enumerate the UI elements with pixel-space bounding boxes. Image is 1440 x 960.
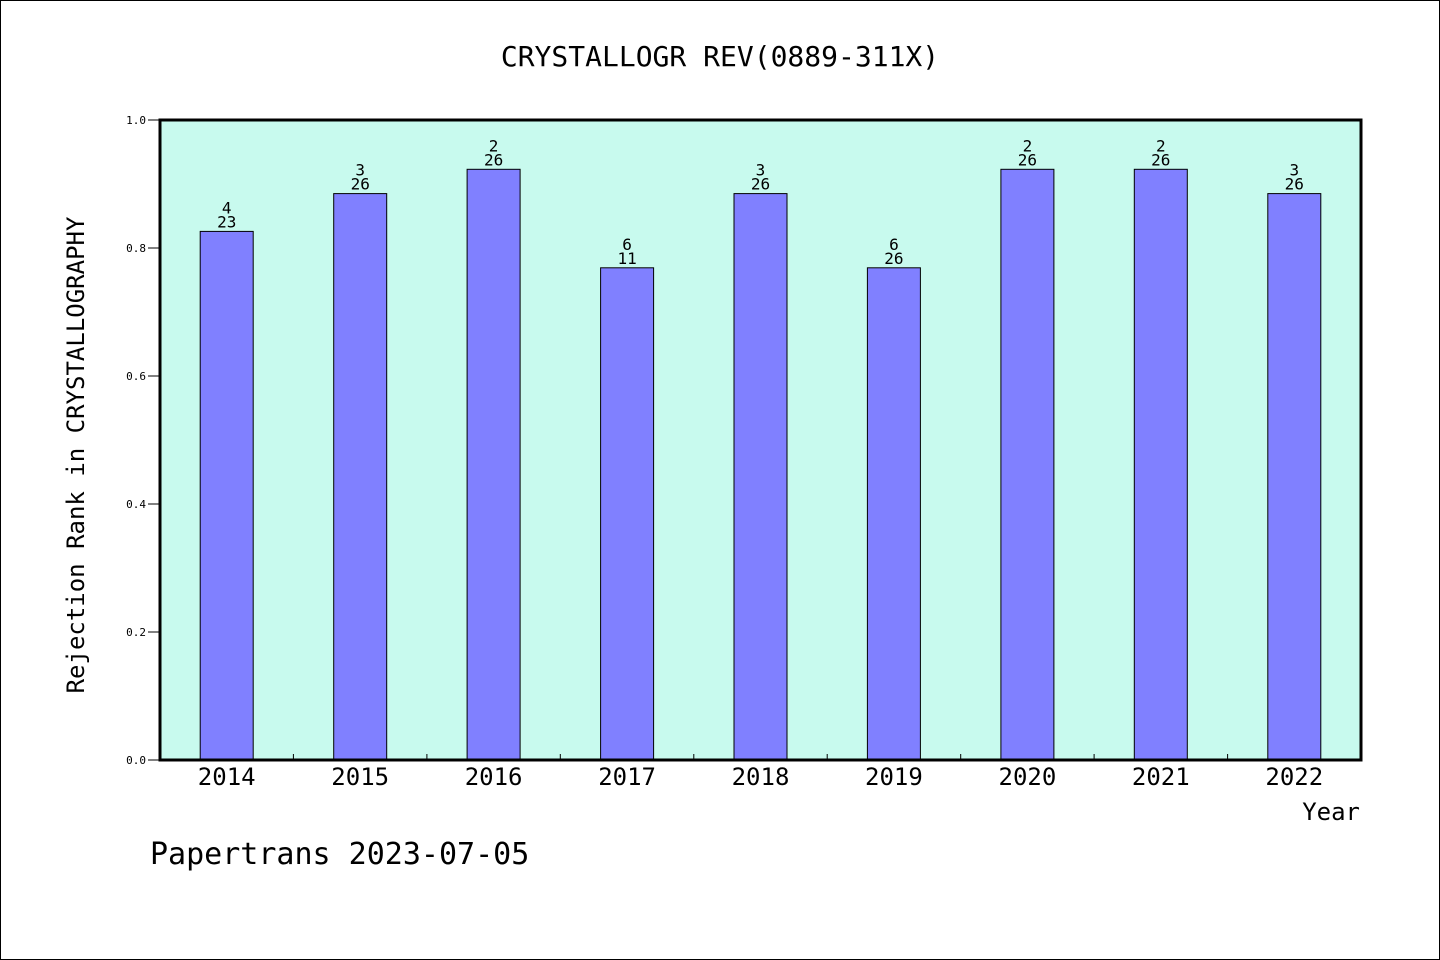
plot-border	[158, 118, 1363, 762]
bar-label-top-2014: 4	[222, 198, 232, 217]
chart-title: CRYSTALLOGR REV(0889-311X)	[501, 40, 939, 73]
bar-label-bottom-2021: 26	[1151, 150, 1170, 169]
x-axis-label: Year	[1302, 798, 1360, 826]
bar-label-top-2019: 6	[889, 235, 899, 254]
bar-label-top-2020: 2	[1023, 136, 1033, 155]
bar-label-top-2022: 3	[1289, 161, 1299, 180]
bar-2022	[1267, 193, 1322, 761]
bar-label-bottom-2018: 26	[751, 175, 770, 194]
bar-2019	[866, 267, 921, 761]
bar-label-bottom-2014: 23	[217, 212, 236, 231]
x-tick-label-2021: 2021	[1132, 763, 1190, 791]
y-tick-label-0.0: 0.0	[126, 754, 146, 767]
bar-label-top-2018: 3	[756, 161, 766, 180]
bar-2014	[199, 230, 254, 761]
bar-label-top-2016: 2	[489, 136, 499, 155]
x-tick-label-2019: 2019	[865, 763, 923, 791]
x-tick-label-2018: 2018	[732, 763, 790, 791]
bar-2020	[1000, 168, 1055, 761]
x-tick-label-2015: 2015	[331, 763, 389, 791]
footer-text: Papertrans 2023-07-05	[150, 837, 529, 872]
bar-2017	[600, 267, 655, 761]
bar-label-bottom-2022: 26	[1285, 175, 1304, 194]
x-tick-label-2022: 2022	[1265, 763, 1323, 791]
bar-2016	[466, 168, 521, 761]
bar-label-top-2015: 3	[355, 161, 365, 180]
x-tick-label-2017: 2017	[598, 763, 656, 791]
bar-label-bottom-2019: 26	[884, 249, 903, 268]
y-axis: 0.0 0.2 0.4 0.6 0.8 1.0	[126, 114, 160, 767]
bar-label-bottom-2015: 26	[351, 175, 370, 194]
y-axis-label: Rejection Rank in CRYSTALLOGRAPHY	[62, 216, 90, 693]
bar-label-top-2021: 2	[1156, 136, 1166, 155]
bar-label-bottom-2020: 26	[1018, 150, 1037, 169]
y-tick-label-0.8: 0.8	[126, 242, 146, 255]
bar-group	[199, 168, 1322, 761]
x-tick-label-2016: 2016	[465, 763, 523, 791]
x-tick-label-2020: 2020	[999, 763, 1057, 791]
bar-label-bottom-2017: 11	[617, 249, 636, 268]
bar-2021	[1133, 168, 1188, 761]
bar-label-top-2017: 6	[622, 235, 632, 254]
bar-label-bottom-2016: 26	[484, 150, 503, 169]
x-axis: 2014 2015 2016 2017 2018 2019 2020 2021 2022	[198, 754, 1323, 791]
bar-2018	[733, 193, 788, 761]
y-tick-label-0.2: 0.2	[126, 626, 146, 639]
y-tick-label-0.4: 0.4	[126, 498, 146, 511]
x-tick-label-2014: 2014	[198, 763, 256, 791]
y-tick-label-1.0: 1.0	[126, 114, 146, 127]
y-tick-label-0.6: 0.6	[126, 370, 146, 383]
bar-2015	[333, 193, 388, 761]
